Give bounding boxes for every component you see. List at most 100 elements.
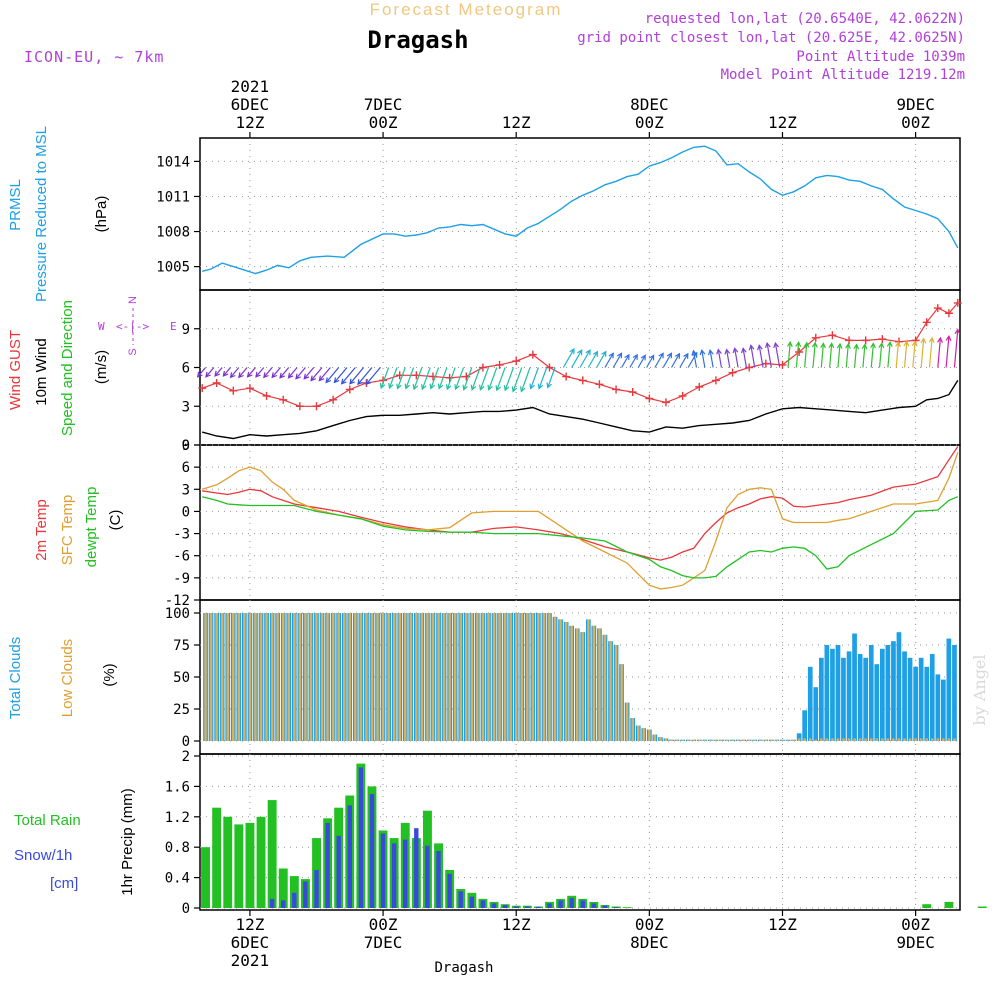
wind-direction-arrow xyxy=(766,342,772,368)
total-cloud-bar xyxy=(896,632,902,741)
low-cloud-bar xyxy=(853,738,856,741)
wind-direction-arrow xyxy=(538,367,548,389)
snow-bar xyxy=(480,900,486,908)
gust-marker xyxy=(761,359,770,368)
temperature-panel: -12 -9 -6 -3 0 3 6 9 2m Temp SFC Temp dewpt Temp (C… xyxy=(33,438,961,609)
wind-direction-arrow xyxy=(646,355,655,368)
wind-arrow-head xyxy=(674,352,681,359)
wind-arrow-head xyxy=(520,386,526,393)
wind-direction-arrow xyxy=(547,367,556,388)
wind-direction-arrow xyxy=(709,350,714,368)
wind-label-speed-direction: Speed and Direction xyxy=(59,300,76,436)
low-cloud-bar xyxy=(426,613,429,741)
wind-ytick-label: 3 xyxy=(182,399,190,415)
total-cloud-bar xyxy=(868,645,874,741)
wind-direction-arrow xyxy=(795,342,800,368)
wind-arrow-head xyxy=(828,342,835,349)
wind-arrow-head xyxy=(658,352,664,359)
low-cloud-bar xyxy=(509,613,512,741)
bottom-time-label: 00Z xyxy=(635,915,664,934)
temp-unit: (C) xyxy=(107,510,124,531)
temp-ytick-label: 9 xyxy=(182,438,190,454)
low-cloud-bar xyxy=(875,738,878,741)
gust-marker xyxy=(628,388,637,397)
wind-direction-arrow xyxy=(870,343,874,368)
snow-bar xyxy=(469,896,474,908)
wind-ytick-label: 6 xyxy=(182,361,190,377)
compass-east: E xyxy=(170,320,177,333)
wind-direction-arrow xyxy=(637,355,646,368)
wind-direction-arrow xyxy=(255,367,265,378)
wind-arrow-head xyxy=(786,340,793,348)
wind-arrow-head xyxy=(592,350,599,357)
temp-dewpt-line xyxy=(202,496,959,579)
top-time-label: 12Z xyxy=(502,113,531,132)
wind-arrow-head xyxy=(601,350,607,357)
wind-direction-arrow xyxy=(587,351,598,368)
low-cloud-bar xyxy=(515,613,518,741)
low-cloud-bar xyxy=(343,613,346,741)
wind-arrow-head xyxy=(878,342,885,349)
wind-arrow-head xyxy=(349,378,355,385)
bottom-time-label: 12Z xyxy=(235,915,264,934)
wind-arrow-head xyxy=(511,386,518,393)
wind-arrow-head xyxy=(295,373,301,380)
wind-direction-arrow xyxy=(887,342,891,368)
gust-marker xyxy=(861,336,870,345)
rain-bar xyxy=(622,907,632,908)
low-cloud-bar xyxy=(925,738,928,741)
wind-direction-arrow xyxy=(604,352,614,368)
snow-bar xyxy=(547,903,552,908)
total-cloud-bar xyxy=(952,645,957,741)
wind-direction-arrow xyxy=(612,352,623,368)
wind-direction-arrow xyxy=(496,367,506,391)
snow-bar xyxy=(514,906,519,908)
low-cloud-bar xyxy=(331,613,335,741)
model-label: ICON-EU, ~ 7km xyxy=(24,48,164,66)
wind-arrow-head xyxy=(470,384,477,391)
wind-arrow-head xyxy=(886,340,893,348)
wind-direction-arrow xyxy=(862,344,866,368)
low-cloud-bar xyxy=(315,613,318,741)
compass-north: N xyxy=(127,296,139,304)
wind-direction-arrow xyxy=(438,367,448,389)
wind-arrow-head xyxy=(937,336,943,343)
wind-direction-arrow xyxy=(837,343,841,368)
wind-arrow-head xyxy=(271,372,278,379)
grid-point-coordinates: grid point closest lon,lat (20.625E, 42.… xyxy=(577,30,965,46)
wind-arrow-head xyxy=(379,382,386,390)
wind-direction-arrow xyxy=(750,345,756,368)
gust-marker xyxy=(612,385,621,394)
precip-ytick-label: 2 xyxy=(182,749,190,765)
clouds-label-total: Total Clouds xyxy=(7,637,24,720)
low-cloud-bar xyxy=(470,613,474,741)
low-cloud-bar xyxy=(365,613,368,741)
wind-arrow-head xyxy=(632,353,638,360)
temp-ytick-label: 0 xyxy=(182,504,190,520)
wind-arrow-head xyxy=(954,328,961,335)
wind-arrow-head xyxy=(238,372,244,379)
total-cloud-bar xyxy=(835,645,841,741)
wind-arrow-head xyxy=(437,383,444,390)
wind-arrow-head xyxy=(454,384,460,391)
wind-arrow-head xyxy=(683,352,689,359)
wind-direction-arrow xyxy=(742,348,748,368)
wind-direction-arrow xyxy=(726,349,731,368)
wind-direction-arrow xyxy=(717,349,723,368)
gust-marker xyxy=(545,363,554,372)
top-time-label: 12Z xyxy=(768,113,797,132)
gust-marker xyxy=(953,298,962,307)
snow-bar xyxy=(281,900,286,908)
wind-arrow-head xyxy=(569,348,575,355)
total-cloud-bar xyxy=(885,645,891,741)
low-cloud-bar xyxy=(648,729,651,741)
rain-bar xyxy=(201,847,210,908)
wind-arrow-head xyxy=(255,371,261,378)
low-cloud-bar xyxy=(320,613,324,741)
low-cloud-bar xyxy=(237,613,241,741)
low-cloud-bar xyxy=(337,613,340,741)
low-cloud-bar xyxy=(537,613,540,741)
wind-direction-arrow xyxy=(303,367,315,380)
low-cloud-bar xyxy=(248,613,252,741)
low-cloud-bar xyxy=(759,739,762,741)
